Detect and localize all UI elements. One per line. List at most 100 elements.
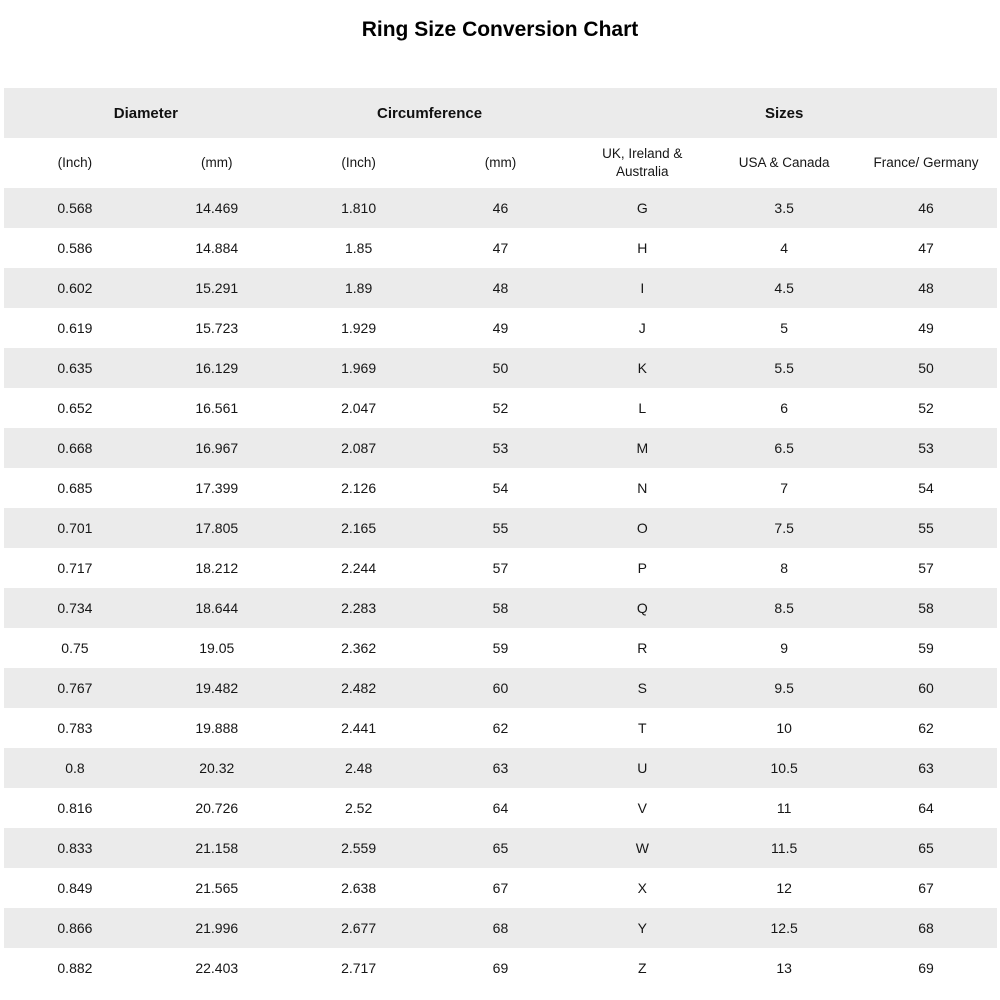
- table-row: 0.882 22.403 2.717 69 Z 13 69: [4, 948, 997, 988]
- table-cell: 0.701: [4, 508, 146, 548]
- table-row: 0.783 19.888 2.441 62 T 10 62: [4, 708, 997, 748]
- table-cell: Y: [571, 908, 714, 948]
- table-cell: 19.888: [145, 708, 288, 748]
- table-cell: 0.734: [4, 588, 146, 628]
- table-cell: 55: [429, 508, 572, 548]
- table-cell: 5: [713, 308, 856, 348]
- table-cell: 58: [429, 588, 572, 628]
- column-header-uk-ireland-australia: UK, Ireland & Australia: [571, 138, 714, 188]
- table-cell: X: [571, 868, 714, 908]
- table-cell: 54: [429, 468, 572, 508]
- table-cell: 12.5: [713, 908, 856, 948]
- table-row: 0.75 19.05 2.362 59 R 9 59: [4, 628, 997, 668]
- table-cell: 53: [429, 428, 572, 468]
- table-cell: 57: [429, 548, 572, 588]
- table-cell: 0.849: [4, 868, 146, 908]
- table-row: 0.668 16.967 2.087 53 M 6.5 53: [4, 428, 997, 468]
- table-cell: 47: [429, 228, 572, 268]
- table-cell: 53: [855, 428, 997, 468]
- table-cell: 13: [713, 948, 856, 988]
- table-cell: 48: [429, 268, 572, 308]
- table-cell: 11.5: [713, 828, 856, 868]
- table-cell: N: [571, 468, 714, 508]
- column-header-circumference-mm: (mm): [429, 138, 572, 188]
- table-cell: 10.5: [713, 748, 856, 788]
- table-cell: 0.8: [4, 748, 146, 788]
- table-cell: 8: [713, 548, 856, 588]
- table-row: 0.734 18.644 2.283 58 Q 8.5 58: [4, 588, 997, 628]
- table-cell: L: [571, 388, 714, 428]
- table-cell: 67: [855, 868, 997, 908]
- table-row: 0.652 16.561 2.047 52 L 6 52: [4, 388, 997, 428]
- table-body: 0.568 14.469 1.810 46 G 3.5 46 0.586 14.884 1.85 4…: [4, 188, 997, 988]
- table-cell: T: [571, 708, 714, 748]
- table-cell: 58: [855, 588, 997, 628]
- table-cell: 18.644: [145, 588, 288, 628]
- table-cell: 0.783: [4, 708, 146, 748]
- table-cell: 10: [713, 708, 856, 748]
- table-cell: 4: [713, 228, 856, 268]
- table-cell: 2.441: [287, 708, 430, 748]
- table-cell: 2.717: [287, 948, 430, 988]
- table-cell: 15.723: [145, 308, 288, 348]
- table-cell: 65: [855, 828, 997, 868]
- table-cell: V: [571, 788, 714, 828]
- table-cell: 1.810: [287, 188, 430, 228]
- table-cell: 1.85: [287, 228, 430, 268]
- column-group-diameter: Diameter: [4, 88, 288, 138]
- table-cell: Z: [571, 948, 714, 988]
- column-group-row: Diameter Circumference Sizes: [4, 88, 997, 138]
- table-cell: 2.52: [287, 788, 430, 828]
- table-cell: 50: [429, 348, 572, 388]
- table-cell: 9.5: [713, 668, 856, 708]
- table-cell: 7.5: [713, 508, 856, 548]
- table-cell: G: [571, 188, 714, 228]
- table-cell: 2.482: [287, 668, 430, 708]
- table-row: 0.619 15.723 1.929 49 J 5 49: [4, 308, 997, 348]
- column-header-france-germany: France/ Germany: [855, 138, 997, 188]
- table-cell: 54: [855, 468, 997, 508]
- column-header-circumference-inch: (Inch): [287, 138, 430, 188]
- table-cell: 49: [855, 308, 997, 348]
- table-cell: J: [571, 308, 714, 348]
- table-cell: 0.816: [4, 788, 146, 828]
- table-cell: 2.087: [287, 428, 430, 468]
- table-row: 0.849 21.565 2.638 67 X 12 67: [4, 868, 997, 908]
- table-cell: 8.5: [713, 588, 856, 628]
- table-row: 0.602 15.291 1.89 48 I 4.5 48: [4, 268, 997, 308]
- table-cell: 20.32: [145, 748, 288, 788]
- table-cell: 1.89: [287, 268, 430, 308]
- table-cell: 46: [429, 188, 572, 228]
- table-cell: I: [571, 268, 714, 308]
- table-cell: 68: [855, 908, 997, 948]
- table-cell: 0.866: [4, 908, 146, 948]
- table-cell: 15.291: [145, 268, 288, 308]
- table-cell: 19.05: [145, 628, 288, 668]
- table-cell: 21.158: [145, 828, 288, 868]
- table-cell: P: [571, 548, 714, 588]
- table-cell: U: [571, 748, 714, 788]
- table-cell: 64: [855, 788, 997, 828]
- table-cell: M: [571, 428, 714, 468]
- table-cell: 2.559: [287, 828, 430, 868]
- table-cell: 64: [429, 788, 572, 828]
- column-header-usa-canada: USA & Canada: [713, 138, 856, 188]
- column-header-row: (Inch) (mm) (Inch) (mm) UK, Ireland & Au…: [4, 138, 997, 188]
- page-title: Ring Size Conversion Chart: [361, 18, 639, 41]
- table-cell: 0.685: [4, 468, 146, 508]
- table-cell: 52: [855, 388, 997, 428]
- table-cell: 55: [855, 508, 997, 548]
- table-cell: 7: [713, 468, 856, 508]
- table-cell: R: [571, 628, 714, 668]
- table-cell: 2.126: [287, 468, 430, 508]
- table-cell: 67: [429, 868, 572, 908]
- table-cell: 68: [429, 908, 572, 948]
- table-cell: 59: [855, 628, 997, 668]
- table-cell: 2.677: [287, 908, 430, 948]
- table-cell: 48: [855, 268, 997, 308]
- table-cell: 0.882: [4, 948, 146, 988]
- table-cell: O: [571, 508, 714, 548]
- table-cell: 46: [855, 188, 997, 228]
- table-cell: S: [571, 668, 714, 708]
- table-cell: 22.403: [145, 948, 288, 988]
